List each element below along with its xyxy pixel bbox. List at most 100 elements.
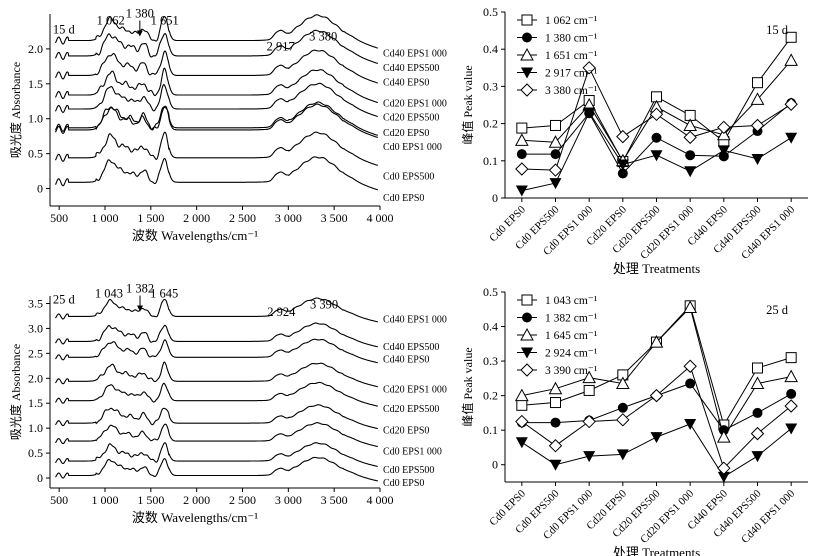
period-label: 25 d [766,303,789,317]
y-axis-label: 吸光度 Absorbance [8,344,23,440]
series-label: Cd20 EPS0 [383,426,429,437]
x-tick-label: 3 000 [275,211,302,225]
data-point-diamond [717,120,731,135]
data-point-triangle-up [548,135,563,148]
y-tick-label: 1.0 [28,112,43,126]
spectrum-line [54,131,379,166]
spectrum-line [55,422,378,448]
y-tick-label: 3.5 [28,296,43,310]
y-tick-label: 0 [37,471,43,485]
data-point-triangle-down [616,449,629,461]
x-tick-label: 2 000 [183,211,210,225]
legend-marker [520,47,534,61]
peak-annotation: 1 645 [150,286,178,300]
x-axis-label: 处理 Treatments [613,545,700,556]
series-label: Cd0 EPS0 [383,478,424,489]
x-tick-label: 2 500 [229,493,256,507]
y-tick-label: 2.0 [28,42,43,56]
x-tick-label: 500 [50,211,68,225]
legend-label: 1 645 cm⁻¹ [545,330,598,342]
x-tick-label: 4 000 [367,211,394,225]
y-tick-label: 0.5 [28,446,43,460]
y-tick-label: 0.2 [483,389,498,403]
data-point-triangle-down [583,107,596,119]
spectrum-line [54,49,378,84]
data-point-diamond [750,426,765,441]
x-axis-label: 处理 Treatments [613,261,700,276]
data-point-diamond [683,130,697,145]
data-point-triangle-up [582,370,597,384]
series-label: Cd0 EPS1 000 [383,447,442,458]
data-point-circle [550,417,561,428]
legend-label: 1 380 cm⁻¹ [545,33,598,45]
data-point-diamond [750,118,765,133]
spectrum-line [54,82,378,118]
y-tick-label: 2.5 [28,346,43,360]
series-label: Cd20 EPS1 000 [383,99,447,110]
x-tick-label: 2 000 [183,493,210,507]
legend-label: 3 380 cm⁻¹ [545,85,598,97]
spectrum-line [55,297,379,323]
data-point-square [516,399,528,411]
series-label: Cd20 EPS0 [383,128,429,139]
y-tick-label: 0.3 [483,79,498,93]
legend-label: 2 924 cm⁻¹ [545,348,598,360]
data-point-triangle-up [784,369,799,383]
x-axis-label: 波数 Wavelengths/cm⁻¹ [132,510,258,525]
peak-annotation: 3 380 [309,30,337,44]
data-point-triangle-down [684,166,697,178]
y-tick-label: 0 [37,182,43,196]
series-line [521,365,792,470]
legend-label: 1 651 cm⁻¹ [545,50,598,62]
data-point-diamond [784,97,798,111]
series-label: Cd20 EPS500 [383,113,439,124]
data-point-diamond [649,388,664,403]
spectrum-line [55,442,378,468]
y-tick-label: 0.5 [483,5,498,19]
peak-annotation: 1 651 [151,13,179,27]
y-tick-label: 0 [492,191,498,205]
series-label: Cd40 EPS0 [383,78,429,89]
data-point-diamond [683,359,697,373]
data-point-triangle-up [683,118,698,131]
legend-marker [520,83,534,97]
ftir-panel-ftir15: 500 1 000 1 500 2 000 2 500 3 000 3 500 4 000 0 0… [8,6,447,243]
data-point-triangle-down [684,418,697,430]
data-point-triangle-down [717,471,730,483]
data-point-circle [617,402,628,413]
peak-annotation: 1 380 [126,6,154,20]
data-point-diamond [582,61,596,75]
y-tick-label: 0.4 [483,320,498,334]
data-point-circle [516,149,527,160]
x-tick-label: 3 500 [321,211,348,225]
data-point-diamond [548,163,563,177]
data-point-triangle-up [683,300,698,314]
legend-marker [520,327,534,341]
legend-label: 2 917 cm⁻¹ [545,68,598,80]
legend-marker [521,14,533,26]
data-point-diamond [515,414,529,429]
legend-label: 1 062 cm⁻¹ [545,15,598,27]
x-tick-label: 1 500 [137,211,164,225]
y-tick-label: 0 [492,458,498,472]
y-axis-label: 吸光度 Absorbance [8,62,23,158]
legend-marker [521,347,533,359]
y-tick-label: 0.4 [483,42,498,56]
series-label: Cd0 EPS500 [383,465,434,476]
peak-annotation: 3 390 [310,297,338,311]
data-point-triangle-down [785,423,798,435]
y-axis-label: 峰值 Peak value [460,65,475,144]
data-point-diamond [616,413,630,427]
spectrum-line [55,338,379,364]
y-tick-label: 1.5 [28,77,43,91]
legend-marker [521,67,533,79]
y-tick-label: 0.1 [483,154,498,168]
legend-marker [520,363,534,377]
y-tick-label: 0.3 [483,354,498,368]
y-tick-label: 3.0 [28,321,43,335]
data-point-circle [617,168,628,179]
data-point-triangle-down [549,459,562,471]
data-point-square [785,352,797,364]
